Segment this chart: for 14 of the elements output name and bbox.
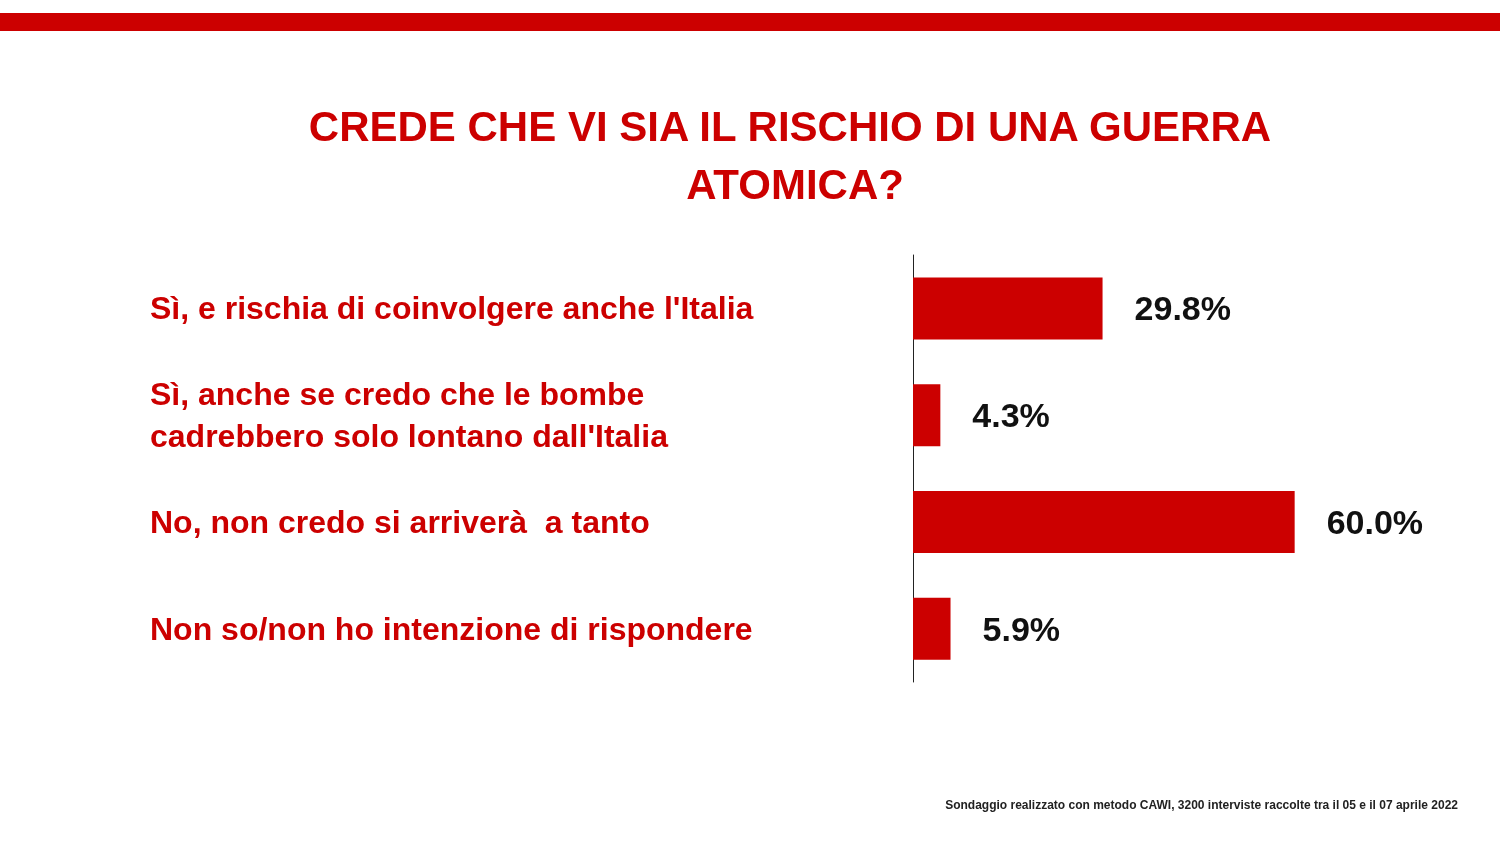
data-label: 29.8% <box>1134 289 1231 328</box>
y-tick-label: Non so/non ho intenzione di rispondere <box>150 610 753 647</box>
data-label: 60.0% <box>1326 502 1424 541</box>
y-tick-label: Sì, e rischia di coinvolgere anche l'Italia <box>150 290 754 327</box>
bar <box>913 277 1103 340</box>
chart-title: CREDE CHE VI SIA IL RISCHIO DI UNA GUERRA ATOMICA? <box>308 102 1282 208</box>
text: Sondaggio realizzato con metodo CAWI, 3200 interviste raccolte tra il 05 e il 07 aprile 2022 <box>945 798 1459 812</box>
y-tick-label: No, non credo si arriverà a tanto <box>150 503 650 540</box>
y-tick-label: Sì, anche se credo che le bombe cadrebbero solo lontano dall'Italia <box>150 376 669 455</box>
bar <box>913 384 941 447</box>
data-label: 5.9% <box>982 609 1061 648</box>
data-label: 4.3% <box>972 396 1050 435</box>
bar <box>913 490 1295 553</box>
bar <box>913 597 951 660</box>
